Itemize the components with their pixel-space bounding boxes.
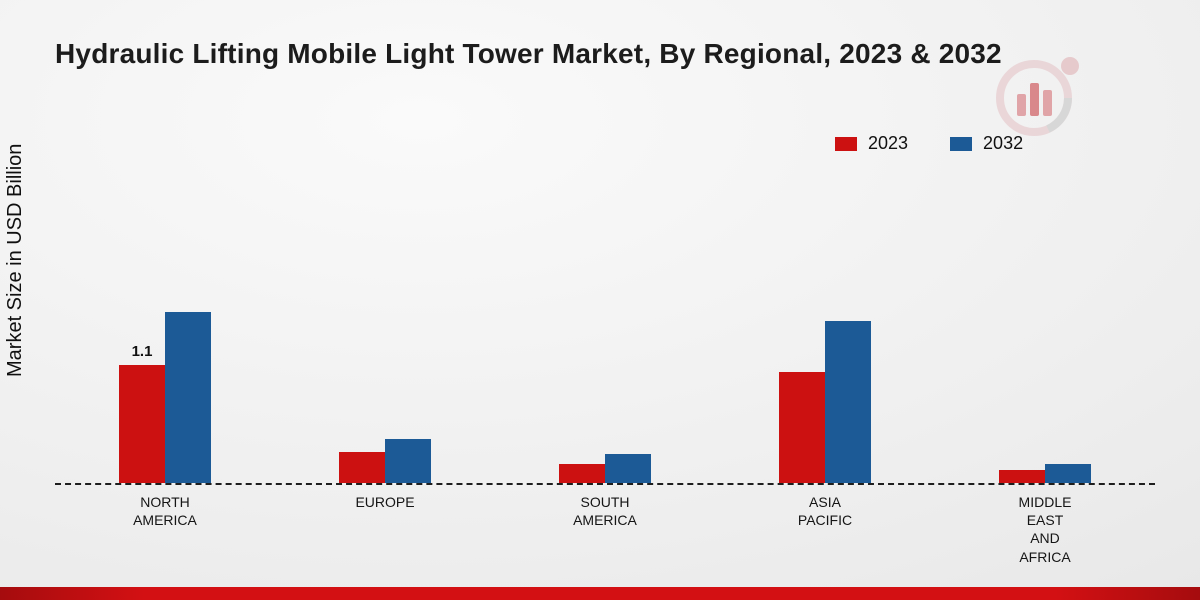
bar-2032-3	[825, 321, 871, 483]
legend-item-2023: 2023	[835, 133, 908, 154]
bar-group-1	[339, 439, 431, 483]
category-label-4: MIDDLE EAST AND AFRICA	[1018, 494, 1072, 565]
category-label-1: EUROPE	[355, 494, 415, 510]
plot-area: 1.1	[55, 280, 1155, 483]
legend-swatch-2023	[835, 136, 857, 151]
legend-label-2023: 2023	[868, 133, 909, 153]
category-label-3: ASIA PACIFIC	[797, 494, 853, 529]
y-axis-label: Market Size in USD Billion	[4, 143, 26, 377]
legend-label-2032: 2032	[983, 133, 1024, 153]
category-labels: NORTH AMERICA EUROPE SOUTH AMERICA ASIA PAC…	[55, 493, 1155, 566]
bar-group-2	[559, 454, 651, 483]
bar-2023-2	[559, 464, 605, 483]
bar-2032-0	[165, 312, 211, 483]
chart-title: Hydraulic Lifting Mobile Light Tower Mar…	[55, 38, 1002, 69]
bar-2032-1	[385, 439, 431, 483]
x-axis-baseline	[55, 483, 1155, 485]
bar-group-3	[779, 321, 871, 483]
bar-group-4	[999, 464, 1091, 483]
legend-item-2032: 2032	[950, 133, 1023, 154]
bar-group-0: 1.1	[119, 312, 211, 483]
bar-2023-3	[779, 372, 825, 483]
bar-2032-4	[1045, 464, 1091, 483]
mrfr-logo-icon	[996, 57, 1079, 136]
legend-swatch-2032	[950, 136, 973, 151]
bar-value-label: 1.1	[131, 343, 153, 360]
category-label-0: NORTH AMERICA	[133, 494, 197, 529]
bar-2023-0: 1.1	[119, 343, 165, 483]
footer-red-strip	[0, 587, 1200, 600]
legend: 2023 2032	[835, 133, 1023, 154]
bar-2023-4	[999, 470, 1045, 483]
bar-2032-2	[605, 454, 651, 483]
category-label-2: SOUTH AMERICA	[573, 494, 637, 529]
bar-2023-1	[339, 452, 385, 483]
mrfr-watermark-logo	[990, 52, 1082, 143]
